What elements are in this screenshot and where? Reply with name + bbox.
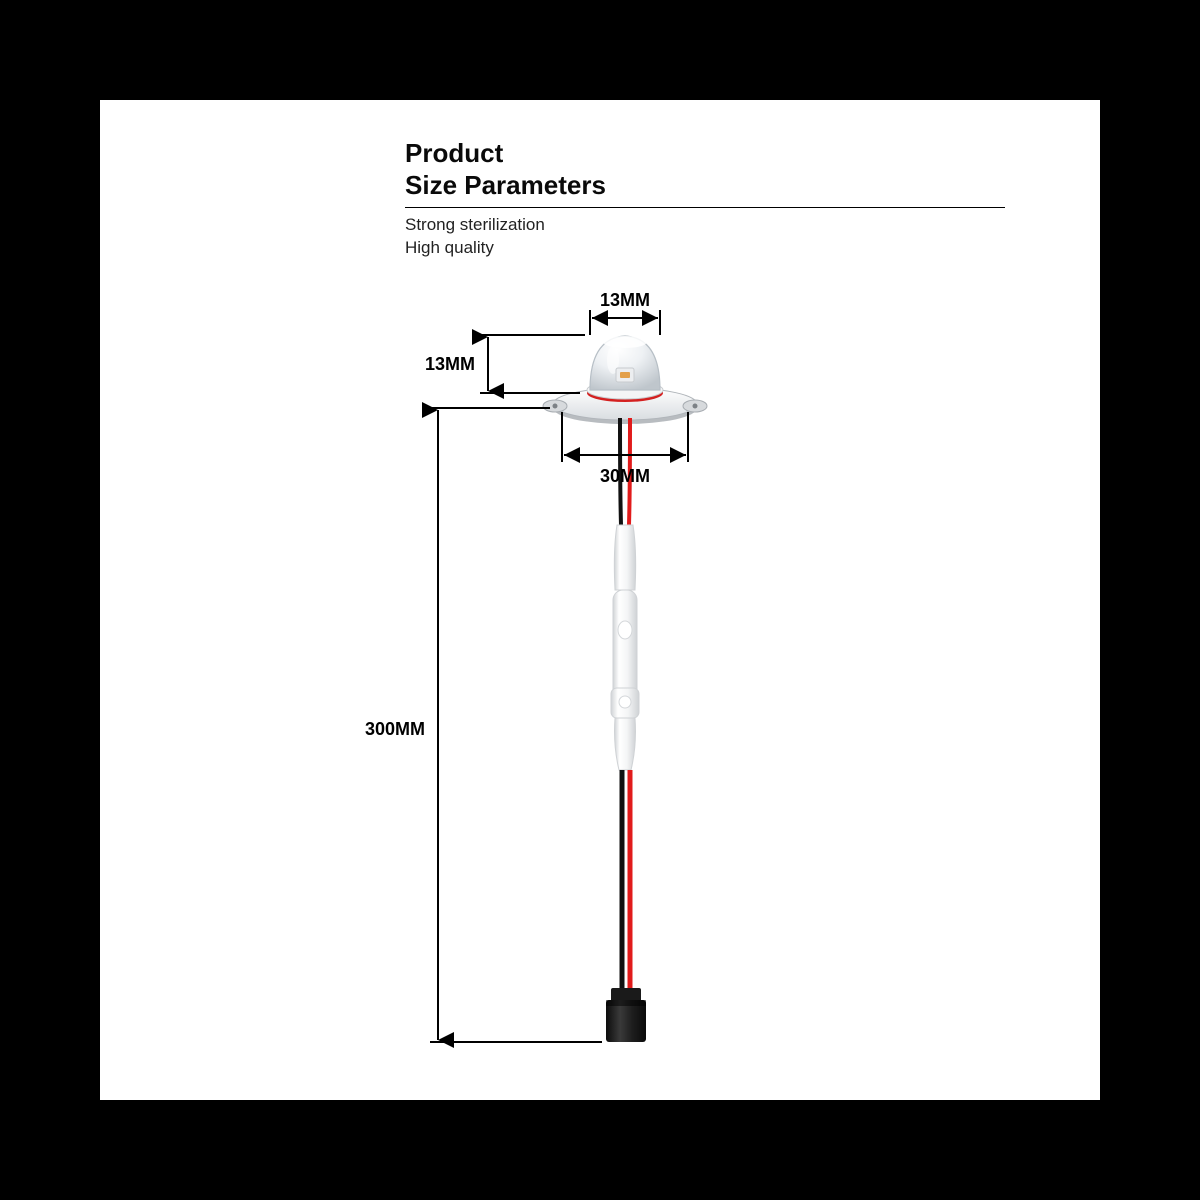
diagram: 13MM 13MM 30MM 300MM: [280, 290, 920, 1080]
page: Product Size Parameters Strong steriliza…: [100, 100, 1100, 1100]
glass-dome: [590, 336, 660, 390]
sub-line2: High quality: [405, 238, 494, 257]
divider: [405, 207, 1005, 208]
product-svg: 13MM 13MM 30MM 300MM: [280, 290, 920, 1080]
dim-base-width-label: 30MM: [600, 466, 650, 486]
dim-cable-length: 300MM: [365, 408, 602, 1042]
lower-wires: [622, 770, 630, 990]
dim-dome-height: 13MM: [425, 335, 585, 393]
dim-dome-width-label: 13MM: [600, 290, 650, 310]
inline-connector: [611, 525, 639, 770]
plug: [606, 988, 646, 1042]
dim-dome-width: 13MM: [590, 290, 660, 335]
title-line1: Product: [405, 138, 503, 168]
title-line2: Size Parameters: [405, 170, 606, 200]
subtitle: Strong sterilization High quality: [405, 214, 1005, 260]
dim-cable-length-label: 300MM: [365, 719, 425, 739]
dim-dome-height-label: 13MM: [425, 354, 475, 374]
header-block: Product Size Parameters Strong steriliza…: [405, 138, 1005, 260]
sub-line1: Strong sterilization: [405, 215, 545, 234]
title: Product Size Parameters: [405, 138, 1005, 201]
